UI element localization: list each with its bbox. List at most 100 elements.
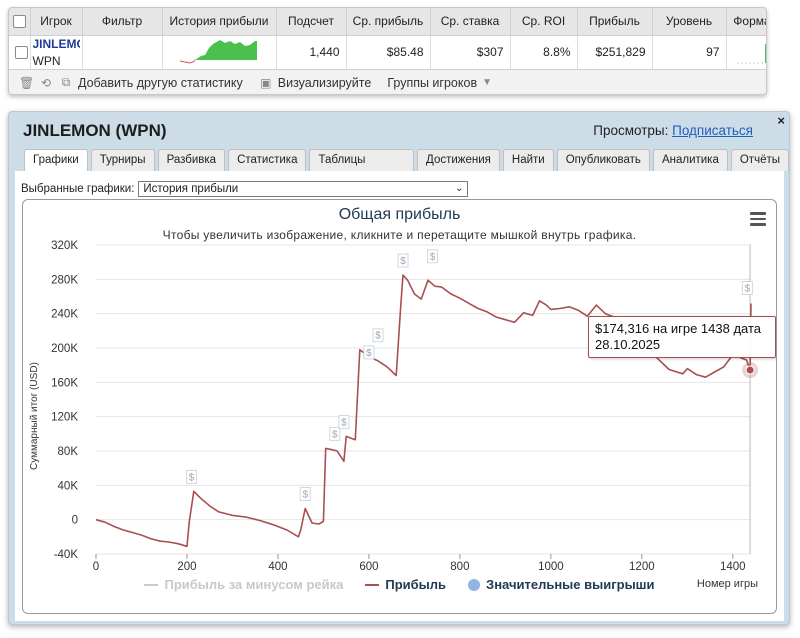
big-win-marker-label: $ <box>189 472 195 483</box>
player-network: WPN <box>32 53 61 68</box>
big-win-marker <box>397 253 409 268</box>
big-win-marker-label: $ <box>332 429 338 440</box>
hover-point <box>745 365 755 375</box>
header-profit-history[interactable]: История прибыли <box>162 8 277 36</box>
chart-plot-area[interactable]: -40K 0 40K 80K 120K 160K 200K 240K 280K 320K 0 200 4… <box>23 200 777 575</box>
chart-subtitle: Чтобы увеличить изображение, кликните и … <box>162 228 637 242</box>
x-tick-label: 800 <box>450 561 469 573</box>
big-win-marker <box>427 249 439 264</box>
chart-title: Общая прибыль <box>338 206 461 223</box>
filter-cell[interactable] <box>82 35 163 70</box>
y-tick-label: 160K <box>51 377 78 389</box>
big-win-marker <box>186 469 198 484</box>
player-cell: JINLEMON WPN <box>30 35 83 70</box>
legend-rake-label: Прибыль за минусом рейка <box>164 577 344 592</box>
views-label: Просмотры: <box>593 123 669 138</box>
x-axis-label: Номер игры <box>696 578 758 590</box>
player-window: JINLEMON (WPN) Просмотры: Подписаться × … <box>8 111 790 625</box>
visualize-label: Визуализируйте <box>277 75 372 90</box>
add-stat-button[interactable]: ⧉ Добавить другую статистику <box>59 75 243 90</box>
big-win-marker-label: $ <box>745 284 751 295</box>
legend-item-rake[interactable]: Прибыль за минусом рейка <box>144 577 343 592</box>
tab-leaderboards[interactable]: Таблицы лидеров <box>309 149 415 187</box>
tab-find[interactable]: Найти <box>502 149 554 171</box>
y-tick-label: 120K <box>51 412 78 424</box>
table-header-row: Игрок Фильтр История прибыли Подсчет Ср.… <box>9 8 766 36</box>
avg-profit-cell: $85.48 <box>346 35 431 70</box>
graph-selector-row: Выбранные графики: История прибыли ⌄ <box>21 181 469 197</box>
tooltip-line-2: 28.10.2025 <box>595 337 661 352</box>
visualize-button[interactable]: ▣ Визуализируйте <box>259 75 372 90</box>
avg-stake-cell: $307 <box>430 35 511 70</box>
big-win-marker-label: $ <box>375 331 381 342</box>
header-profit[interactable]: Прибыль <box>577 8 653 36</box>
avg-roi-cell: 8.8% <box>510 35 578 70</box>
tab-statistics[interactable]: Статистика <box>228 149 307 171</box>
image-icon: ▣ <box>260 75 272 90</box>
big-win-marker <box>363 345 375 360</box>
graphs-content: Выбранные графики: История прибыли ⌄ Общ… <box>15 171 784 621</box>
legend-wins-swatch <box>468 578 481 591</box>
player-name-link[interactable]: JINLEMON <box>32 36 80 51</box>
y-tick-label: 200K <box>51 343 78 355</box>
x-tick-label: 600 <box>359 561 378 573</box>
chevron-down-icon: ⌄ <box>455 183 464 194</box>
big-win-marker-label: $ <box>341 417 347 428</box>
header-avg-profit[interactable]: Ср. прибыль <box>346 8 431 36</box>
big-win-marker-label: $ <box>430 252 436 263</box>
views-row: Просмотры: Подписаться <box>593 123 753 138</box>
y-tick-label: 80K <box>58 446 79 458</box>
big-win-marker <box>329 426 341 441</box>
graph-selector-label: Выбранные графики: <box>21 183 135 195</box>
subscribe-link[interactable]: Подписаться <box>672 123 753 138</box>
select-all-checkbox[interactable] <box>9 8 31 36</box>
profit-chart[interactable]: Общая прибыль Чтобы увеличить изображени… <box>22 199 777 614</box>
legend-rake-swatch <box>144 583 159 586</box>
legend-item-wins[interactable]: Значительные выигрыши <box>468 577 655 592</box>
tab-graphs[interactable]: Графики <box>24 149 88 172</box>
row-checkbox[interactable] <box>9 35 31 70</box>
player-groups-dropdown[interactable]: Группы игроков ▼ <box>387 76 492 90</box>
graph-select[interactable]: История прибыли ⌄ <box>138 181 469 197</box>
tab-publish[interactable]: Опубликовать <box>556 149 650 171</box>
level-cell: 97 <box>652 35 727 70</box>
tab-breakdown[interactable]: Разбивка <box>157 149 226 171</box>
legend-item-profit[interactable]: Прибыль <box>365 577 446 592</box>
legend-profit-label: Прибыль <box>385 577 447 592</box>
player-groups-label: Группы игроков <box>387 75 478 90</box>
x-tick-label: 0 <box>93 561 99 573</box>
close-icon[interactable]: × <box>777 113 785 128</box>
table-row: JINLEMON WPN 1,440 $85.48 $307 8.8% $251… <box>9 35 766 70</box>
big-win-marker <box>741 281 753 296</box>
refresh-icon[interactable]: ⟲ <box>40 75 52 90</box>
header-filter[interactable]: Фильтр <box>82 8 163 36</box>
stats-panel: Игрок Фильтр История прибыли Подсчет Ср.… <box>8 7 767 95</box>
caret-down-icon: ▼ <box>482 77 492 88</box>
chart-menu-icon[interactable] <box>750 212 766 229</box>
trash-icon[interactable]: 🗑 <box>19 75 35 90</box>
y-tick-label: 320K <box>51 240 78 252</box>
graph-select-value: История прибыли <box>143 183 239 195</box>
x-tick-label: 1000 <box>538 561 564 573</box>
header-level[interactable]: Уровень <box>652 8 727 36</box>
count-cell: 1,440 <box>276 35 347 70</box>
big-win-marker <box>299 487 311 502</box>
header-form[interactable]: Форма <box>726 8 766 36</box>
tab-tournaments[interactable]: Турниры <box>90 149 155 171</box>
form-sparkline <box>726 35 766 70</box>
x-tick-label: 1400 <box>720 561 746 573</box>
x-tick-label: 1200 <box>629 561 655 573</box>
header-avg-stake[interactable]: Ср. ставка <box>430 8 511 36</box>
tab-achievements[interactable]: Достижения <box>417 149 500 171</box>
y-tick-label: 240K <box>51 309 78 321</box>
y-tick-label: -40K <box>54 549 79 561</box>
y-tick-label: 40K <box>58 480 79 492</box>
tab-reports[interactable]: Отчёты <box>730 149 789 171</box>
header-count[interactable]: Подсчет <box>276 8 347 36</box>
tab-bar: Графики Турниры Разбивка Статистика Табл… <box>24 149 789 187</box>
x-tick-label: 400 <box>268 561 287 573</box>
big-win-marker <box>372 328 384 343</box>
header-avg-roi[interactable]: Ср. ROI <box>510 8 578 36</box>
header-player[interactable]: Игрок <box>30 8 83 36</box>
tab-analytics[interactable]: Аналитика <box>652 149 728 171</box>
